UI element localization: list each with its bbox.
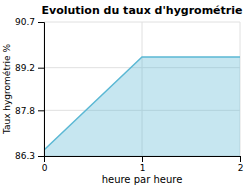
area (44, 57, 240, 156)
tick: 87.8 (15, 106, 44, 116)
grid (44, 22, 240, 156)
tick: 0 (42, 156, 48, 173)
chart: 0 1 2 86.3 87.8 89.2 90.7 Evolution du taux d'h… (0, 0, 250, 188)
tick: 89.2 (15, 63, 44, 73)
x-axis-label: heure par heure (102, 174, 183, 185)
tick: 1 (140, 156, 146, 173)
axis-line (38, 23, 45, 157)
plot: 0 1 2 86.3 87.8 89.2 90.7 (15, 17, 243, 173)
line (44, 57, 240, 150)
tick-label: 1 (140, 163, 146, 173)
tick-label: 87.8 (15, 106, 35, 116)
x-axis: 0 1 2 (42, 156, 244, 173)
grid-line-y (44, 22, 240, 23)
tick-label: 89.2 (15, 63, 35, 73)
marks (44, 57, 240, 156)
y-axis-label: Taux hygrométrie % (2, 43, 12, 135)
axis-line (45, 157, 241, 163)
tick-mark (38, 22, 44, 23)
tick-mark (240, 156, 241, 162)
tick: 90.7 (15, 17, 44, 27)
tick-mark (38, 110, 44, 111)
tick-mark (38, 156, 44, 157)
tick-mark (142, 156, 143, 162)
title: Evolution du taux d'hygrométrie (42, 4, 243, 17)
tick-label: 90.7 (15, 17, 35, 27)
y-axis: 86.3 87.8 89.2 90.7 (15, 17, 45, 161)
tick: 86.3 (15, 151, 44, 161)
tick: 2 (238, 156, 244, 173)
tick-label: 86.3 (15, 151, 35, 161)
tick-label: 2 (238, 163, 244, 173)
tick-label: 0 (42, 163, 48, 173)
tick-mark (38, 68, 44, 69)
